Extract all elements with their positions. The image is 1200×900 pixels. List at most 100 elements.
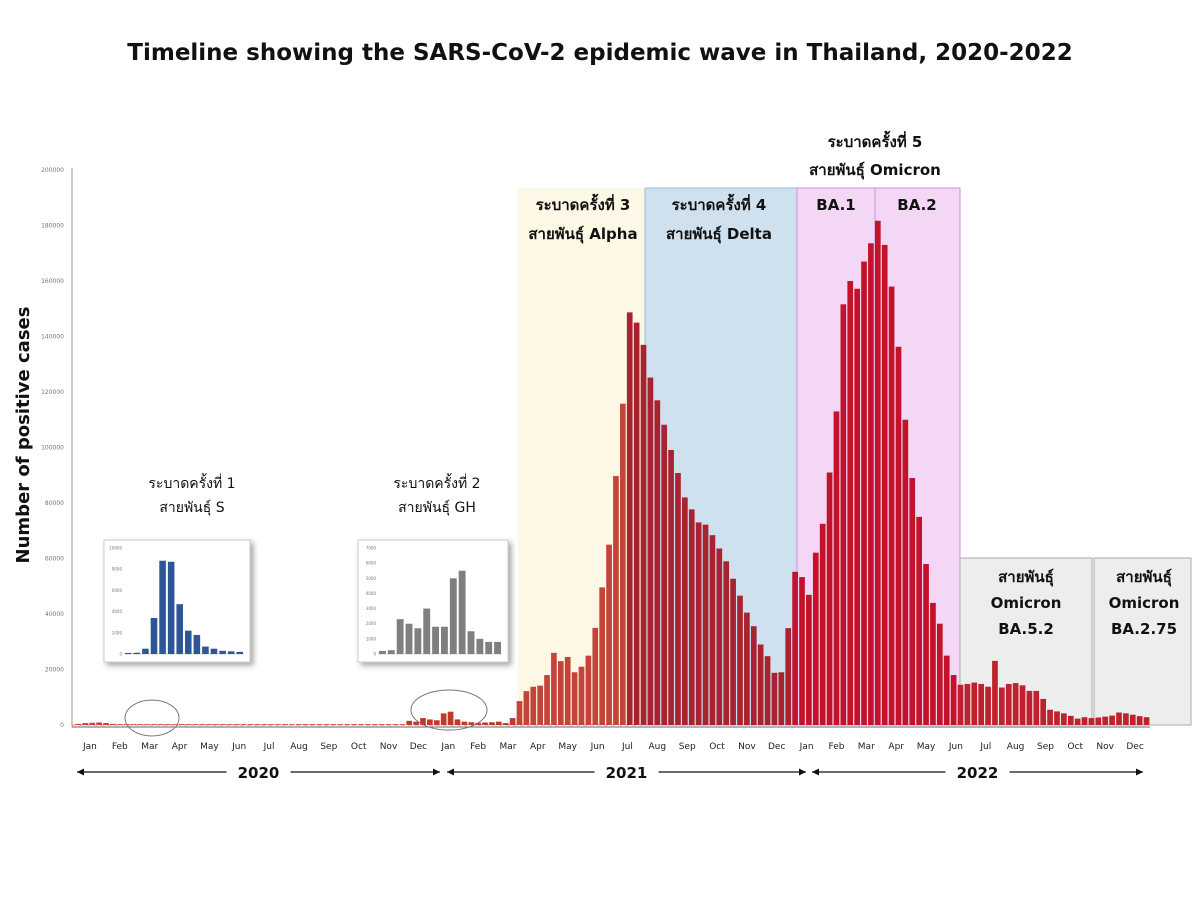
bar bbox=[413, 721, 419, 725]
bar bbox=[1095, 717, 1102, 725]
month-tick-label: May bbox=[200, 742, 219, 752]
bar bbox=[943, 655, 950, 726]
bar bbox=[654, 400, 661, 725]
month-tick-label: Jun bbox=[590, 742, 605, 752]
bar bbox=[103, 723, 109, 725]
month-tick-label: Sep bbox=[320, 742, 337, 752]
y-axis-ticks: 0 20000 40000 60000 80000 100000 120000 140000 1… bbox=[41, 167, 64, 729]
bar bbox=[151, 724, 158, 725]
bar bbox=[1061, 713, 1067, 725]
bar bbox=[178, 724, 185, 725]
y-tick-label: 0 bbox=[60, 722, 64, 729]
ba275-line-2: Omicron bbox=[1109, 594, 1180, 612]
bar bbox=[427, 719, 433, 725]
month-tick-label: May bbox=[558, 742, 577, 752]
bar bbox=[275, 724, 282, 725]
wave-2-variant: สายพันธุ์ GH bbox=[398, 499, 476, 516]
bar bbox=[709, 535, 716, 725]
bar bbox=[234, 724, 240, 725]
inset-tick-label: 7000 bbox=[366, 546, 377, 551]
bar bbox=[420, 718, 426, 725]
month-tick-label: Nov bbox=[1096, 742, 1114, 752]
inset-bar bbox=[210, 648, 218, 654]
bar bbox=[675, 473, 681, 725]
bar bbox=[806, 594, 812, 725]
bar bbox=[227, 724, 233, 725]
bar bbox=[1012, 683, 1019, 725]
bar bbox=[592, 627, 599, 726]
bar bbox=[130, 724, 137, 725]
inset-tick-label: 3000 bbox=[366, 606, 377, 611]
inset-tick-label: 1000 bbox=[366, 636, 377, 641]
bar bbox=[999, 687, 1005, 725]
month-tick-label: Apr bbox=[172, 742, 188, 752]
inset-tick-label: 2000 bbox=[366, 621, 377, 626]
month-tick-label: Dec bbox=[768, 742, 785, 752]
year-label: 2022 bbox=[957, 764, 999, 782]
wave-5-variant: สายพันธุ์ Omicron bbox=[809, 161, 941, 180]
bar bbox=[433, 720, 440, 725]
inset-bar bbox=[159, 560, 166, 654]
bar bbox=[75, 723, 82, 725]
bar bbox=[365, 724, 371, 725]
inset-bar bbox=[176, 604, 183, 654]
bar bbox=[544, 675, 550, 725]
inset-tick-label: 0 bbox=[119, 652, 122, 657]
bar bbox=[1054, 711, 1060, 725]
bar bbox=[1088, 718, 1095, 725]
month-tick-label: Nov bbox=[738, 742, 756, 752]
inset-bar bbox=[396, 619, 404, 654]
bar bbox=[185, 724, 192, 725]
bar bbox=[757, 644, 764, 725]
inset-bar bbox=[202, 646, 209, 654]
bar bbox=[750, 626, 757, 725]
inset-bar bbox=[432, 626, 439, 654]
bar bbox=[881, 244, 888, 725]
bar bbox=[861, 261, 867, 725]
bar bbox=[792, 571, 798, 725]
y-tick-label: 20000 bbox=[45, 667, 64, 674]
year-arrow-left bbox=[447, 768, 454, 776]
bar bbox=[1109, 715, 1115, 725]
inset-bar bbox=[219, 650, 226, 654]
bar bbox=[771, 672, 778, 725]
bar bbox=[564, 657, 571, 725]
y-tick-label: 100000 bbox=[41, 445, 64, 452]
bar bbox=[303, 724, 309, 725]
ba52-line-1: สายพันธุ์ bbox=[998, 568, 1054, 587]
bar bbox=[985, 686, 991, 725]
bar bbox=[950, 675, 957, 725]
bar bbox=[254, 724, 261, 725]
bar bbox=[1136, 716, 1143, 725]
bar bbox=[330, 724, 337, 725]
bar bbox=[385, 724, 392, 725]
inset-bar bbox=[494, 641, 501, 654]
bar bbox=[1040, 698, 1047, 725]
inset-bar bbox=[185, 630, 192, 654]
y-tick-label: 40000 bbox=[45, 611, 64, 618]
bar bbox=[316, 724, 323, 725]
ba275-line-1: สายพันธุ์ bbox=[1116, 568, 1172, 587]
bar bbox=[1143, 717, 1150, 725]
month-tick-label: Oct bbox=[1068, 742, 1084, 752]
bar bbox=[282, 724, 289, 725]
bar bbox=[826, 472, 833, 725]
y-tick-label: 120000 bbox=[41, 389, 64, 396]
year-labels: 2020 2021 2022 bbox=[77, 764, 1143, 782]
bar bbox=[268, 724, 275, 725]
bar bbox=[165, 724, 171, 725]
inset-tick-label: 8000 bbox=[112, 567, 123, 572]
bar bbox=[916, 516, 922, 726]
bar bbox=[309, 724, 316, 725]
wave-4-variant: สายพันธุ์ Delta bbox=[666, 225, 772, 244]
bar bbox=[1026, 690, 1033, 725]
bar bbox=[1102, 716, 1109, 725]
bar bbox=[461, 721, 468, 725]
bar bbox=[406, 720, 413, 725]
ba52-line-2: Omicron bbox=[991, 594, 1062, 612]
bar bbox=[1019, 685, 1026, 725]
bar bbox=[723, 561, 730, 725]
bar bbox=[682, 497, 688, 725]
month-tick-label: Oct bbox=[351, 742, 367, 752]
wave-3-variant: สายพันธุ์ Alpha bbox=[528, 225, 637, 244]
